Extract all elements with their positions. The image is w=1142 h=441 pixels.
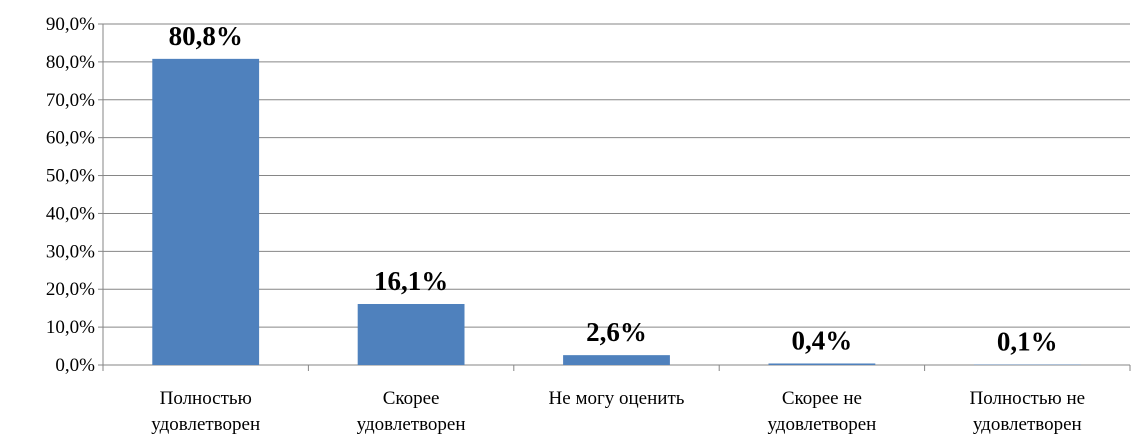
x-tick-label: Не могу оценить <box>549 388 685 409</box>
value-label: 80,8% <box>169 21 243 51</box>
bar <box>152 58 260 365</box>
value-label: 16,1% <box>374 266 448 296</box>
bar <box>768 363 876 365</box>
y-tick-label: 80,0% <box>46 52 95 73</box>
x-tick-label: Скорее удовлетворен <box>357 388 466 435</box>
y-tick-label: 0,0% <box>55 355 95 376</box>
y-tick-label: 10,0% <box>46 317 95 338</box>
y-tick-label: 70,0% <box>46 90 95 111</box>
y-tick-label: 40,0% <box>46 203 95 224</box>
y-tick-label: 30,0% <box>46 241 95 262</box>
y-tick-label: 50,0% <box>46 166 95 187</box>
y-tick-label: 60,0% <box>46 128 95 149</box>
y-tick-label: 90,0% <box>46 14 95 35</box>
value-label: 0,4% <box>792 325 853 355</box>
value-label: 0,1% <box>997 327 1058 357</box>
value-label: 2,6% <box>586 317 647 347</box>
y-tick-label: 20,0% <box>46 279 95 300</box>
bar <box>357 303 465 365</box>
bar <box>563 355 670 365</box>
x-tick-label: Полностью удовлетворен <box>151 388 260 435</box>
x-tick-label: Скорее не удовлетворен <box>767 388 876 435</box>
x-tick-label: Полностью не удовлетворен <box>970 388 1086 435</box>
